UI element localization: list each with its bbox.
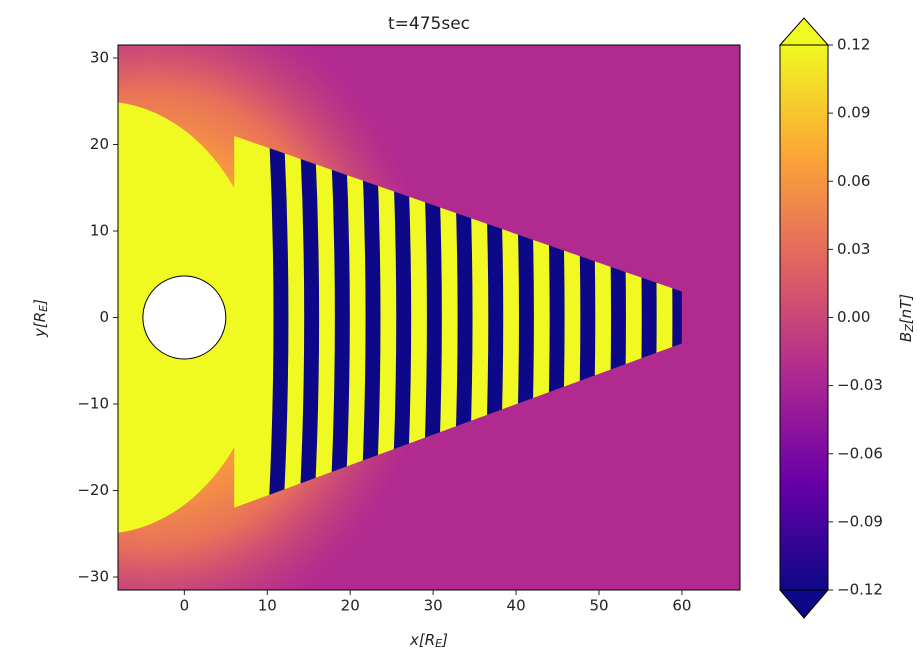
colorbar-extend-bottom [778,589,830,619]
stripe [297,135,320,508]
y-tick-label: 20 [90,135,109,153]
colorbar-tick-label: −0.12 [837,581,883,599]
y-tick-label: 10 [90,221,109,239]
stripe [359,135,381,508]
y-tick-label: −20 [77,481,109,499]
stripe [267,135,289,508]
stripe [390,135,412,508]
y-axis-label: y[RE] [31,299,51,338]
colorbar-tick-label: 0.03 [837,240,870,258]
colorbar-tick-label: 0.09 [837,104,870,122]
x-tick-label: 0 [180,597,190,615]
colorbar [779,44,829,591]
label-part: [nT] [897,294,915,325]
colorbar-tick-label: −0.03 [837,376,883,394]
label-sub: Z [903,324,916,333]
y-tick-label: 30 [90,48,109,66]
colorbar-tick-label: −0.06 [837,444,883,462]
label-part: x[R [409,631,435,649]
colorbar-tick-label: 0.00 [837,308,870,326]
x-tick-label: 40 [507,597,526,615]
field [118,45,740,590]
label-sub: E [37,305,50,312]
earth [142,275,227,360]
y-tick-label: −10 [77,395,109,413]
x-tick-label: 60 [672,597,691,615]
x-tick-label: 10 [258,597,277,615]
chart-title: t=475sec [388,14,470,34]
x-tick-label: 20 [341,597,360,615]
colorbar-label: BZ[nT] [897,294,917,342]
colorbar-extend-top [778,17,830,46]
x-tick-label: 30 [424,597,443,615]
x-axis-label: x[RE] [409,631,448,651]
stripe [420,135,442,508]
stripe [328,135,350,508]
label-part: ] [441,631,448,649]
y-tick-label: 0 [99,308,109,326]
colorbar-tick-label: 0.06 [837,172,870,190]
label-part: B [897,332,915,342]
colorbar-tick-label: 0.12 [837,36,870,54]
label-part: ] [31,299,49,306]
colorbar-tick-label: −0.09 [837,512,883,530]
x-tick-label: 50 [589,597,608,615]
label-sub: E [435,637,442,650]
label-part: y[R [31,312,49,338]
y-tick-label: −30 [77,568,109,586]
